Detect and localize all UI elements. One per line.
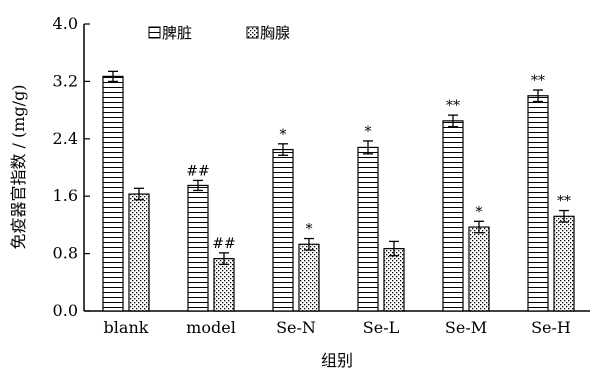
significance-label: **: [557, 194, 571, 210]
x-tick-label: Se-H: [531, 318, 571, 337]
y-tick-label: 2.4: [53, 129, 78, 148]
y-tick-label: 0.8: [53, 244, 78, 263]
significance-label: ##: [212, 236, 235, 252]
significance-label: *: [280, 127, 287, 143]
bar: [357, 146, 379, 312]
bar: [128, 193, 150, 312]
significance-label: *: [306, 222, 313, 238]
bar: [102, 75, 124, 312]
significance-label: *: [365, 124, 372, 140]
x-axis-title: 组别: [321, 351, 353, 370]
bar: [298, 243, 320, 312]
significance-label: **: [446, 98, 460, 114]
legend-label: 胸腺: [260, 24, 290, 42]
y-tick-label: 0.0: [53, 301, 78, 320]
bar: [468, 226, 490, 312]
bar: [187, 184, 209, 312]
x-tick-label: Se-M: [445, 318, 487, 337]
x-tick-label: Se-L: [363, 318, 400, 337]
bar: [383, 247, 405, 312]
bar: [213, 258, 235, 312]
bar: [527, 95, 549, 312]
bar: [553, 215, 575, 312]
y-tick-label: 3.2: [53, 71, 78, 90]
bar: [272, 148, 294, 312]
legend-label: 脾脏: [162, 24, 192, 42]
significance-label: ##: [186, 163, 209, 179]
legend-swatch: [148, 26, 161, 39]
y-tick-label: 4.0: [53, 14, 78, 33]
bar: [442, 120, 464, 312]
legend-swatch: [246, 26, 259, 39]
significance-label: *: [476, 204, 483, 220]
x-tick-label: blank: [104, 318, 149, 337]
x-tick-label: Se-N: [276, 318, 316, 337]
y-axis-title: 免疫器官指数 / (mg/g): [9, 84, 28, 249]
y-tick-label: 1.6: [53, 186, 78, 205]
significance-label: **: [531, 73, 545, 89]
x-tick-label: model: [186, 318, 236, 337]
